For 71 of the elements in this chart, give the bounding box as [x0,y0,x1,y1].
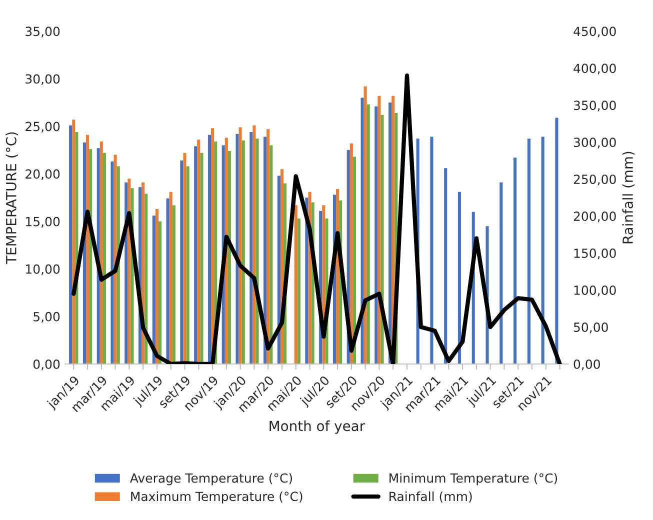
bar [388,102,392,364]
y-tick-label: 35,00 [26,26,60,38]
bar [69,125,72,364]
bar [169,192,172,364]
y-tick-label: 0,00 [33,359,60,370]
legend-label: Minimum Temperature (°C) [390,473,558,486]
y2-tick-label: 200,00 [574,212,616,222]
bar [172,205,176,364]
y2-tick-label: 100,00 [574,286,616,296]
bar [374,106,378,364]
bar [256,138,259,364]
bar [458,192,462,364]
bar [250,132,253,364]
bar [541,136,544,364]
bar [100,142,103,364]
y-tick-label: 30,00 [26,74,60,85]
bar [270,145,273,364]
bar [360,98,364,364]
bar [208,134,212,364]
bar [527,138,530,364]
bar [277,176,280,364]
bar [444,168,448,364]
bar [242,140,245,364]
legend-label: Rainfall (mm) [390,491,472,503]
bar [380,114,384,364]
y2-tick-label: 0,00 [574,359,600,370]
bar [500,182,503,364]
bar [238,127,242,364]
bar [200,152,204,364]
bar [378,96,381,364]
bar [197,140,200,364]
bar [364,86,367,364]
bar [114,154,117,364]
bar [297,218,300,364]
x-axis-title: Month of year [270,420,366,434]
y2-tick-label: 250,00 [574,174,616,186]
y2-tick-label: 150,00 [574,248,616,260]
bar [514,158,517,364]
bar [110,161,114,364]
bar [266,129,270,364]
bar [555,118,558,364]
bar [252,125,256,364]
bar [102,152,106,364]
y-tick-label: 10,00 [26,264,60,276]
bar [158,221,162,364]
y-tick-label: 5,00 [34,312,60,323]
line-series [72,73,562,364]
bar [152,216,156,364]
bar [366,104,370,364]
bar [194,146,198,364]
y-axis-title: TEMPERATURE (°C) [6,132,18,264]
y-tick-label: 25,00 [26,122,60,132]
bar [86,134,90,364]
y2-tick-label: 300,00 [574,138,616,148]
y-tick-label: 20,00 [26,169,60,180]
bar [352,156,356,364]
bar [72,120,76,364]
y2-tick-label: 450,00 [574,26,616,38]
y2-tick-label: 400,00 [574,64,616,74]
bar [155,209,158,364]
y2-axis-title: Rainfall (mm) [622,152,635,244]
legend-label: Maximum Temperature (°C) [131,491,302,504]
bar [236,134,239,364]
y-tick-label: 15,00 [26,216,60,228]
bar [144,194,148,364]
y2-tick-label: 50,00 [574,322,608,334]
bar [294,205,298,364]
legend-label: Average Temperature (°C) [130,473,292,486]
bar [430,136,434,364]
y2-tick-label: 350,00 [574,100,616,112]
bar [228,151,232,364]
